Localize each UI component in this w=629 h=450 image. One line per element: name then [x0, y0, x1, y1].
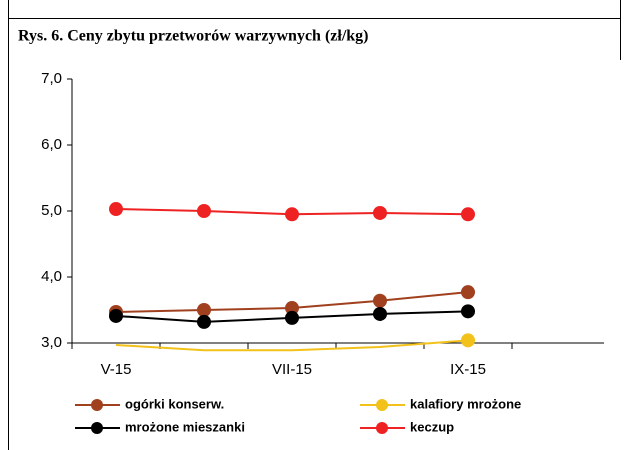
- x-tick-label: IX-15: [450, 361, 486, 378]
- series-marker: [197, 303, 211, 317]
- y-tick-label: 6,0: [41, 136, 62, 153]
- series-marker: [197, 314, 211, 329]
- legend-marker: [91, 399, 103, 411]
- series-marker: [109, 202, 123, 217]
- series-marker: [461, 207, 475, 222]
- chart-title: Rys. 6. Ceny zbytu przetworów warzywnych…: [18, 28, 369, 45]
- x-tick-label: VII-15: [272, 361, 312, 378]
- series-marker: [109, 308, 123, 323]
- series-marker: [461, 333, 475, 348]
- series-marker: [373, 306, 387, 321]
- legend-label: keczup: [410, 419, 454, 434]
- x-tick-label: V-15: [101, 361, 132, 378]
- legend-label: ogórki konserw.: [125, 396, 224, 411]
- series-marker: [461, 285, 475, 300]
- series-marker: [461, 304, 475, 319]
- legend-marker: [91, 422, 103, 434]
- series-line: [115, 339, 469, 352]
- series-marker: [285, 301, 299, 316]
- legend-label: mrożone mieszanki: [125, 419, 245, 434]
- legend-marker: [376, 399, 388, 411]
- series-marker: [197, 204, 211, 218]
- y-tick-label: 5,0: [41, 202, 62, 219]
- series-marker: [285, 310, 299, 325]
- y-tick-label: 7,0: [41, 70, 62, 87]
- y-tick-label: 3,0: [41, 334, 62, 351]
- y-tick-label: 4,0: [41, 268, 62, 285]
- series-marker: [373, 293, 387, 308]
- series-marker: [373, 205, 387, 220]
- legend-marker: [376, 422, 388, 434]
- series-marker: [285, 207, 299, 222]
- legend-label: kalafiory mrożone: [410, 396, 521, 411]
